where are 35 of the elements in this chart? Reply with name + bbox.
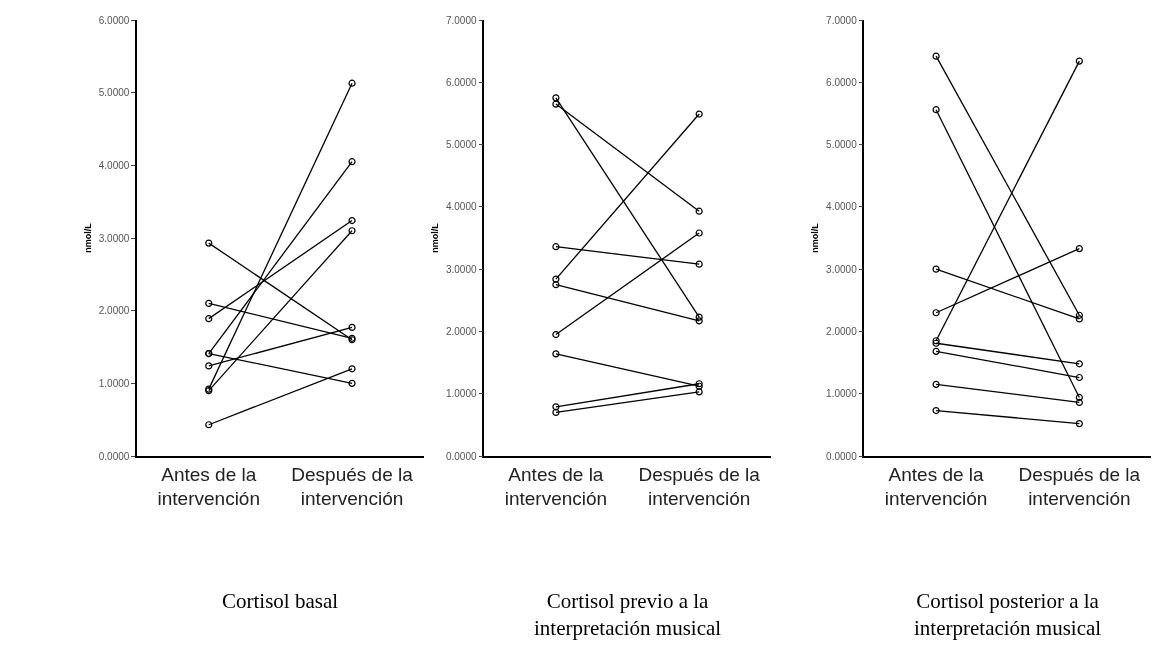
x-tick-label: Después de la intervención — [1018, 463, 1141, 510]
x-tick-label: Antes de la intervención — [884, 463, 988, 510]
y-tick-label: 0.0000 — [826, 450, 858, 462]
y-tick-label: 7.0000 — [826, 14, 858, 26]
x-tick-label: Después de la intervención — [638, 463, 761, 510]
text: Cortisol previo a la interpretación musical — [534, 589, 722, 641]
y-tick-label: 1.0000 — [826, 388, 858, 400]
y-tick-label: 4.0000 — [826, 201, 858, 213]
y-tick-label: 0.0000 — [98, 450, 130, 462]
y-tick-label: 3.0000 — [445, 263, 477, 275]
x-tick-label: Antes de la intervención — [504, 463, 608, 510]
y-tick-label: 4.0000 — [98, 159, 130, 171]
y-tick-label: 3.0000 — [826, 263, 858, 275]
y-tick-label: 2.0000 — [98, 305, 130, 317]
y-tick-label: 2.0000 — [445, 325, 477, 337]
y-axis-title: nmol/L — [429, 222, 440, 253]
text: Cortisol basal — [222, 589, 339, 613]
x-tick-label: Antes de la intervención — [157, 463, 260, 510]
y-tick-label: 0.0000 — [445, 450, 477, 462]
y-axis-title: nmol/L — [809, 222, 820, 253]
y-tick-label: 1.0000 — [445, 388, 477, 400]
y-tick-label: 6.0000 — [826, 76, 858, 88]
y-tick-label: 1.0000 — [98, 377, 130, 389]
y-tick-label: 6.0000 — [98, 14, 130, 26]
y-tick-label: 5.0000 — [826, 139, 858, 151]
y-tick-label: 2.0000 — [826, 325, 858, 337]
y-tick-label: 6.0000 — [445, 76, 477, 88]
x-tick-label: Después de la intervención — [291, 463, 414, 510]
y-tick-label: 3.0000 — [98, 232, 130, 244]
y-tick-label: 5.0000 — [98, 87, 130, 99]
y-tick-label: 7.0000 — [445, 14, 477, 26]
y-tick-label: 4.0000 — [445, 201, 477, 213]
text: Cortisol posterior a la interpretación musical — [914, 589, 1102, 641]
y-tick-label: 5.0000 — [445, 139, 477, 151]
y-axis-title: nmol/L — [82, 222, 93, 253]
